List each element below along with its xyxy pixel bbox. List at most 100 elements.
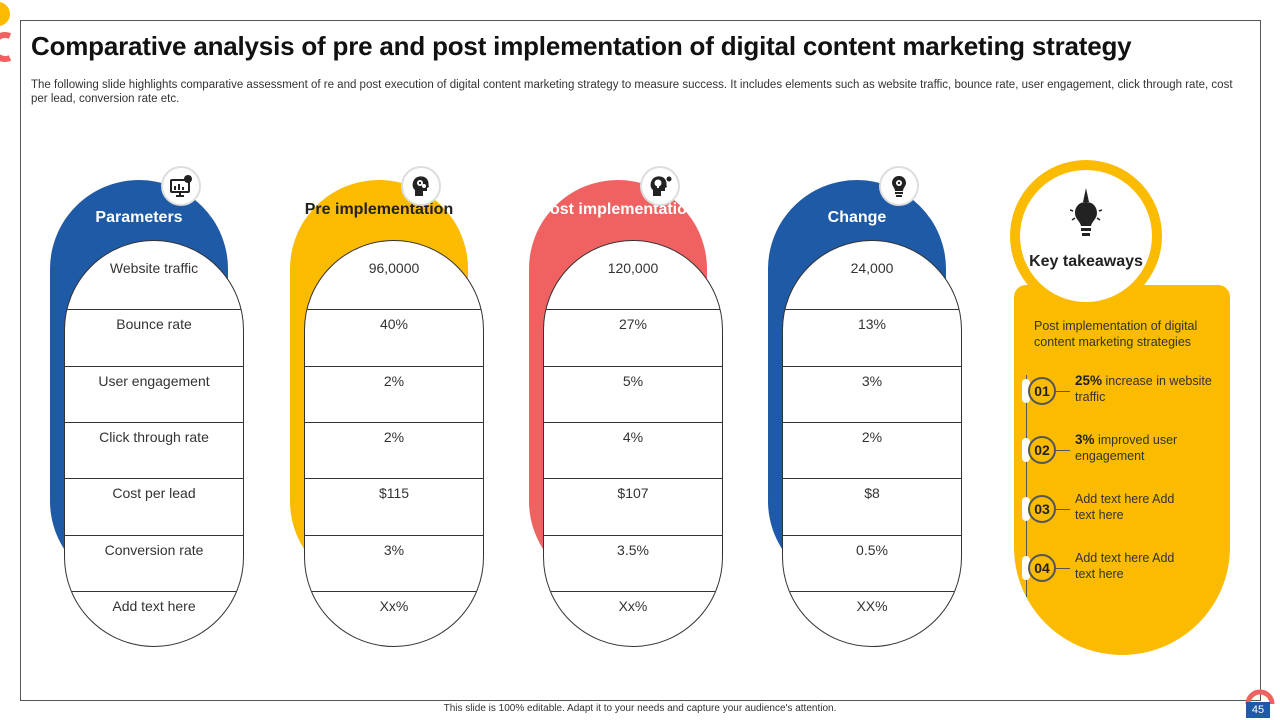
takeaway-notch: [1022, 497, 1030, 521]
values-pill: Website traffic Bounce rate User engagemen…: [64, 240, 244, 647]
values-pill: 120,000 27% 5% 4% $107 3.5% Xx%: [543, 240, 723, 647]
takeaway-number: 03: [1028, 495, 1056, 523]
takeaway-body: improved user engagement: [1075, 433, 1178, 463]
row-divider: [305, 309, 483, 310]
row-divider: [65, 422, 243, 423]
table-cell: 13%: [857, 316, 887, 332]
takeaway-connector: [1056, 509, 1070, 510]
row-divider: [544, 309, 722, 310]
row-divider: [65, 591, 243, 592]
takeaway-number: 01: [1028, 377, 1056, 405]
row-divider: [783, 591, 961, 592]
row-divider: [305, 591, 483, 592]
table-cell: 4%: [622, 429, 644, 445]
takeaway-notch: [1022, 556, 1030, 580]
takeaway-text: 3% improved user engagement: [1075, 432, 1225, 464]
row-divider: [783, 535, 961, 536]
row-divider: [305, 478, 483, 479]
table-cell: Website traffic: [109, 260, 199, 276]
key-takeaways-intro: Post implementation of digital content m…: [1034, 319, 1198, 349]
table-cell: 3.5%: [617, 542, 649, 558]
page-subtitle: The following slide highlights comparati…: [31, 79, 1233, 105]
takeaway-item: 01 25% increase in website traffic: [1014, 373, 1230, 413]
table-cell: Cost per lead: [112, 485, 196, 501]
values-pill: 96,0000 40% 2% 2% $115 3% Xx%: [304, 240, 484, 647]
column-header: Change: [827, 209, 887, 226]
row-divider: [65, 366, 243, 367]
row-divider: [305, 535, 483, 536]
table-cell: Xx%: [618, 598, 648, 614]
takeaway-highlight: 25%: [1075, 373, 1103, 388]
pen-lightbulb-icon: [1070, 188, 1102, 236]
takeaway-body: increase in website traffic: [1075, 374, 1212, 404]
row-divider: [544, 422, 722, 423]
table-cell: 2%: [383, 373, 405, 389]
key-takeaways-badge: Key takeaways: [1010, 160, 1162, 312]
row-divider: [783, 309, 961, 310]
table-cell: 0.5%: [856, 542, 888, 558]
table-cell: 3%: [861, 373, 883, 389]
row-divider: [544, 591, 722, 592]
takeaway-connector: [1056, 568, 1070, 569]
key-takeaways-badge-inner: Key takeaways: [1020, 170, 1152, 302]
takeaway-text: Add text here Add text here: [1075, 492, 1175, 522]
table-cell: 96,0000: [368, 260, 420, 276]
table-cell: 3%: [383, 542, 405, 558]
table-cell: 24,000: [850, 260, 894, 276]
key-takeaways-title: Key takeaways: [1029, 253, 1143, 270]
table-cell: XX%: [856, 598, 888, 614]
takeaway-item: 04 Add text here Add text here: [1014, 550, 1230, 590]
table-cell: $107: [617, 485, 649, 501]
table-cell: Add text here: [112, 598, 196, 614]
row-divider: [65, 478, 243, 479]
table-cell: $8: [864, 485, 880, 501]
key-takeaways-panel: Post implementation of digital content m…: [1014, 285, 1230, 655]
table-cell: 2%: [861, 429, 883, 445]
footer-note: This slide is 100% editable. Adapt it to…: [443, 703, 837, 714]
column-pre-implementation: Pre implementation 96,0000 40% 2% 2% $115 3% X…: [290, 160, 490, 660]
takeaway-item: 03 Add text here Add text here: [1014, 491, 1230, 531]
head-lightbulb-icon: [640, 166, 680, 206]
row-divider: [783, 422, 961, 423]
table-cell: $115: [378, 485, 410, 501]
column-header: Parameters: [95, 209, 183, 226]
takeaway-notch: [1022, 438, 1030, 462]
row-divider: [783, 478, 961, 479]
row-divider: [305, 422, 483, 423]
timeline-line: [1026, 375, 1027, 597]
takeaway-text: Add text here Add text here: [1075, 551, 1175, 581]
bulb-gear-icon: [879, 166, 919, 206]
row-divider: [544, 535, 722, 536]
values-pill: 24,000 13% 3% 2% $8 0.5% XX%: [782, 240, 962, 647]
table-cell: 120,000: [607, 260, 659, 276]
row-divider: [783, 366, 961, 367]
row-divider: [65, 535, 243, 536]
slide-frame: [20, 20, 1261, 701]
head-gears-icon: [401, 166, 441, 206]
table-cell: Bounce rate: [116, 316, 192, 332]
column-header: Pre implementation: [304, 201, 454, 218]
row-divider: [544, 478, 722, 479]
takeaway-highlight: 3%: [1075, 432, 1095, 447]
row-divider: [544, 366, 722, 367]
table-cell: User engagement: [98, 373, 210, 389]
column-change: Change 24,000 13% 3% 2% $8 0.5% XX%: [768, 160, 968, 660]
table-cell: 2%: [383, 429, 405, 445]
takeaway-item: 02 3% improved user engagement: [1014, 432, 1230, 472]
takeaway-text: 25% increase in website traffic: [1075, 373, 1225, 405]
takeaway-connector: [1056, 391, 1070, 392]
column-post-implementation: Post implementation 120,000 27% 5% 4% $107 3.…: [529, 160, 729, 660]
table-cell: 5%: [622, 373, 644, 389]
page-title: Comparative analysis of pre and post imp…: [31, 31, 1132, 61]
row-divider: [305, 366, 483, 367]
page-number: 45: [1246, 702, 1270, 718]
table-cell: Conversion rate: [104, 542, 204, 558]
corner-decoration: [0, 2, 12, 62]
column-parameters: Parameters Website traffic Bounce rate Use…: [50, 160, 250, 660]
takeaway-notch: [1022, 379, 1030, 403]
table-cell: 27%: [618, 316, 648, 332]
row-divider: [65, 309, 243, 310]
dashboard-monitor-icon: [161, 166, 201, 206]
table-cell: 40%: [379, 316, 409, 332]
column-header: Post implementation: [539, 201, 697, 218]
